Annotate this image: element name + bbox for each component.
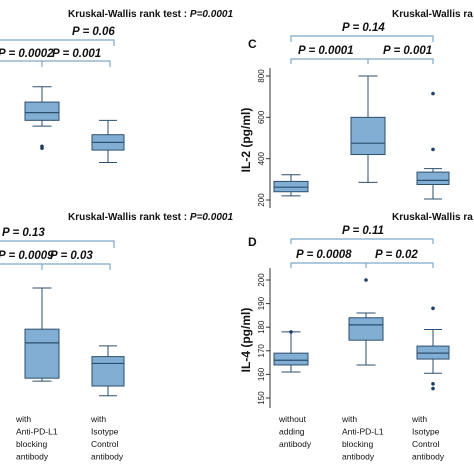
y-tick-label: 170	[257, 344, 266, 358]
x-label-left-isotype-line: Control	[91, 439, 119, 449]
x-label-right-anti-pdl1-line: Anti-PD-L1	[342, 427, 384, 437]
outlier-point	[431, 306, 435, 311]
box-partial-bottom-left-2	[91, 345, 125, 397]
pval-top-left-inner-1: P = 0.0002	[0, 48, 54, 60]
x-label-left-isotype-line: Isotype	[91, 427, 119, 437]
outlier-point	[431, 91, 435, 96]
x-label-right-without-line: antibody	[279, 439, 312, 449]
pval-bottom-left-inner-2: P = 0.03	[50, 250, 93, 262]
box-iqr	[348, 317, 384, 341]
x-label-right-anti-pdl1-line: antibody	[342, 452, 375, 462]
box-D-2	[416, 306, 450, 391]
x-label-right-isotype-line: with	[411, 414, 427, 424]
bracket-bottom-left-inner	[0, 263, 111, 270]
x-label-left-anti-pdl1-line: Anti-PD-L1	[16, 427, 58, 437]
box-iqr	[416, 171, 450, 186]
x-label-left-isotype: with Isotype Control antibody	[90, 414, 124, 462]
kw-title-d: Kruskal-Wallis ra	[392, 212, 473, 223]
x-label-right-anti-pdl1-line: with	[341, 414, 357, 424]
x-label-right-anti-pdl1: with Anti-PD-L1 blocking antibody	[341, 414, 384, 462]
bracket-c-inner	[290, 58, 434, 64]
outlier-point	[364, 278, 368, 282]
bracket-d-inner	[290, 262, 434, 268]
outlier-point	[40, 144, 44, 149]
box-iqr	[273, 180, 309, 193]
y-ticks-d: 150 160 170 180 190 200	[257, 273, 270, 405]
pval-d-outer: P = 0.11	[342, 225, 384, 237]
box-iqr	[24, 101, 60, 121]
x-label-right-isotype-line: Isotype	[412, 427, 440, 437]
x-label-right-without: without adding antibody	[278, 414, 312, 449]
y-tick-label: 200	[257, 273, 266, 287]
box-D-0	[273, 330, 309, 373]
bracket-top-left-inner	[0, 60, 111, 67]
y-tick-label: 400	[257, 151, 266, 165]
pval-c-inner-1: P = 0.0001	[298, 45, 354, 57]
y-tick-label: 150	[257, 391, 266, 405]
x-label-right-isotype-line: antibody	[412, 452, 445, 462]
box-iqr	[273, 352, 309, 366]
kw-title-top-left: Kruskal-Wallis rank test : P=0.0001	[68, 9, 233, 20]
bracket-c-outer	[290, 35, 434, 42]
y-tick-label: 200	[257, 193, 266, 207]
x-label-right-anti-pdl1-line: blocking	[342, 439, 373, 449]
bracket-top-left-outer	[0, 39, 115, 46]
bracket-d-outer	[290, 238, 434, 244]
y-tick-label: 600	[257, 110, 266, 124]
box-C-0	[273, 174, 309, 197]
box-iqr	[91, 356, 125, 387]
box-partial-top-left-2	[91, 119, 125, 164]
x-label-left-isotype-line: antibody	[91, 452, 124, 462]
pval-d-inner-2: P = 0.02	[375, 249, 418, 261]
box-partial-bottom-left-1	[24, 287, 60, 382]
y-tick-label: 190	[257, 296, 266, 310]
x-label-right-without-line: adding	[279, 427, 305, 437]
x-label-left-anti-pdl1-line: with	[15, 414, 31, 424]
outlier-point	[289, 330, 293, 334]
box-iqr	[350, 116, 386, 156]
x-label-left-anti-pdl1-line: antibody	[16, 452, 49, 462]
box-iqr	[24, 328, 60, 379]
x-label-right-without-line: without	[278, 414, 307, 424]
box-C-2	[416, 91, 450, 200]
y-tick-label: 180	[257, 320, 266, 334]
bracket-bottom-left-outer	[0, 240, 115, 248]
panel-letter-d: D	[248, 235, 257, 249]
x-label-right-isotype: with Isotype Control antibody	[411, 414, 445, 462]
x-label-left-anti-pdl1: with Anti-PD-L1 blocking antibody	[15, 414, 58, 462]
y-tick-label: 800	[257, 69, 266, 83]
x-label-right-isotype-line: Control	[412, 439, 440, 449]
ylabel-d: IL-4 (pg/ml)	[239, 308, 253, 373]
outlier-point	[431, 382, 435, 386]
outlier-point	[431, 386, 435, 391]
pval-c-outer: P = 0.14	[342, 22, 385, 34]
box-D-1	[348, 278, 384, 366]
y-ticks-c: 200 400 600 800	[257, 69, 270, 207]
box-C-1	[350, 75, 386, 183]
x-label-left-anti-pdl1-line: blocking	[16, 439, 47, 449]
kw-title-bottom-left: Kruskal-Wallis rank test : P=0.0001	[68, 212, 233, 223]
ylabel-c: IL-2 (pg/ml)	[239, 108, 253, 173]
box-plots	[24, 75, 450, 397]
kw-title-c: Kruskal-Wallis ra	[392, 9, 473, 20]
pval-bottom-left-inner-1: P = 0.0009	[0, 250, 54, 262]
x-category-labels: with Anti-PD-L1 blocking antibody with Isotyp…	[15, 414, 445, 462]
pval-d-inner-1: P = 0.0008	[296, 249, 352, 261]
pval-top-left-inner-2: P = 0.001	[52, 48, 101, 60]
pval-top-left-outer: P = 0.06	[72, 26, 115, 38]
panel-letter-c: C	[248, 37, 257, 51]
outlier-point	[431, 147, 435, 152]
pval-c-inner-2: P = 0.001	[383, 45, 432, 57]
x-label-left-isotype-line: with	[90, 414, 106, 424]
box-partial-top-left-1	[24, 86, 60, 150]
pval-bottom-left-outer: P = 0.13	[2, 227, 45, 239]
y-tick-label: 160	[257, 367, 266, 381]
